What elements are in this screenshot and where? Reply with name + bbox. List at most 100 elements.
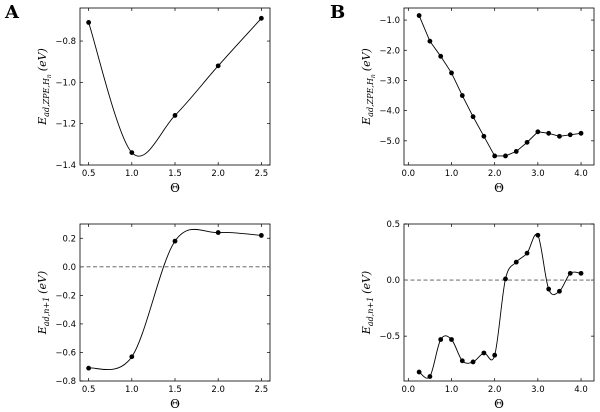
data-point <box>535 232 541 238</box>
data-point <box>513 149 519 154</box>
plot-frame <box>403 223 595 382</box>
data-point <box>172 113 178 118</box>
x-tick-label: 1.0 <box>125 385 139 395</box>
data-point <box>86 20 92 25</box>
y-axis-label-unit: (eV) <box>360 48 373 71</box>
y-axis-label-subscript: ad,ZPE,H <box>366 77 375 117</box>
data-point <box>557 288 562 294</box>
y-axis-label-unit: (eV) <box>360 271 373 294</box>
plot-frame <box>79 7 271 166</box>
data-point <box>492 153 498 159</box>
data-point <box>449 70 454 76</box>
x-tick-label: 1.0 <box>125 169 139 179</box>
x-axis-label: Θ <box>170 181 180 195</box>
y-axis-label-unit: (eV) <box>36 271 49 294</box>
x-tick-label: 2.0 <box>488 169 502 179</box>
y-tick-label: −2.0 <box>379 46 400 56</box>
data-point <box>129 150 135 156</box>
y-tick-label: 0.5 <box>386 220 400 230</box>
data-point <box>481 350 487 356</box>
data-point <box>427 374 433 379</box>
data-point <box>503 153 508 159</box>
data-point <box>470 359 476 365</box>
data-point <box>535 129 541 135</box>
chart-B-bottom: 0.0 1.0 2.0 3.0 4.0 −0.5 0.0 0.5 Θ Ead,n+1 (eV) <box>360 220 595 411</box>
chart-A-bottom: 0.5 1.0 1.5 2.0 2.5 −0.8 −0.6 −0.4 −0.2 0.0 0.2 Θ Ea… <box>36 223 271 411</box>
y-tick-label: 0.0 <box>386 276 400 286</box>
panel-label-b: B <box>330 2 346 23</box>
y-tick-label: −1.0 <box>55 78 76 88</box>
data-point <box>578 270 584 276</box>
data-point <box>258 15 264 21</box>
data-point <box>481 133 487 139</box>
data-point <box>86 365 92 371</box>
y-axis-label: Ead,n+1 (eV) <box>36 271 51 335</box>
y-axis-label-subscript: ad,n+1 <box>366 297 375 326</box>
y-tick-label: −0.8 <box>55 377 76 387</box>
data-point <box>438 337 444 342</box>
y-axis-label-main: E <box>360 326 373 335</box>
data-point <box>172 238 178 244</box>
x-tick-label: 1.5 <box>168 385 182 395</box>
data-point <box>258 233 264 238</box>
data-point <box>215 230 221 235</box>
y-axis-label-subsubscript: n <box>370 74 377 78</box>
x-tick-label: 0.0 <box>402 385 416 395</box>
series-line <box>88 18 262 157</box>
y-tick-label: −4.0 <box>379 107 400 117</box>
data-point <box>513 259 519 265</box>
y-tick-label: −0.6 <box>55 348 76 358</box>
data-point <box>578 130 584 136</box>
x-tick-label: 0.5 <box>82 169 96 179</box>
x-tick-label: 2.5 <box>255 385 269 395</box>
y-axis-label-subscript: ad,n+1 <box>42 297 51 326</box>
y-axis-label-main: E <box>360 117 373 126</box>
y-axis-label-unit: (eV) <box>36 48 49 71</box>
data-point <box>215 63 221 69</box>
data-point <box>427 38 433 44</box>
panel-label-a: A <box>5 2 19 23</box>
data-point <box>503 276 508 282</box>
y-tick-label: −1.2 <box>55 120 76 130</box>
data-point <box>567 132 573 138</box>
plot-frame <box>403 7 595 166</box>
data-point <box>557 133 562 139</box>
y-tick-label: 0.2 <box>62 234 76 244</box>
y-tick-label: −3.0 <box>379 76 400 86</box>
data-point <box>416 369 422 375</box>
data-point <box>524 250 530 256</box>
x-axis-label: Θ <box>494 181 504 195</box>
x-tick-label: 1.5 <box>168 169 182 179</box>
data-point <box>438 53 444 59</box>
y-axis-label: Ead,ZPE,Hn (eV) <box>36 48 53 126</box>
data-point <box>470 114 476 120</box>
x-tick-label: 4.0 <box>574 385 588 395</box>
data-point <box>492 352 498 358</box>
x-tick-label: 2.0 <box>211 169 225 179</box>
y-tick-label: −0.2 <box>55 291 76 301</box>
data-point <box>459 358 465 364</box>
y-axis-label-main: E <box>36 117 49 126</box>
y-tick-label: −1.0 <box>379 16 400 26</box>
y-tick-label: −1.4 <box>55 161 76 171</box>
data-point <box>416 13 422 18</box>
y-tick-label: −5.0 <box>379 137 400 147</box>
y-axis-label: Ead,n+1 (eV) <box>360 271 375 335</box>
series-line <box>418 233 582 379</box>
x-tick-label: 0.0 <box>402 169 416 179</box>
chart-B-top: 0.0 1.0 2.0 3.0 4.0 −5.0 −4.0 −3.0 −2.0 −1.0 Θ Ead,… <box>360 7 595 195</box>
y-axis-label-main: E <box>36 326 49 335</box>
y-tick-label: −0.5 <box>379 332 400 342</box>
x-tick-label: 0.5 <box>82 385 96 395</box>
y-axis-label-subscript: ad,ZPE,H <box>42 77 51 117</box>
y-tick-label: −0.8 <box>55 37 76 47</box>
plot-frame <box>79 223 271 382</box>
data-point <box>546 130 552 136</box>
y-axis-label-subsubscript: n <box>46 74 53 78</box>
y-tick-label: −0.4 <box>55 320 76 330</box>
x-tick-label: 4.0 <box>574 169 588 179</box>
x-axis-label: Θ <box>170 397 180 411</box>
x-axis-label: Θ <box>494 397 504 411</box>
data-point <box>546 286 552 292</box>
